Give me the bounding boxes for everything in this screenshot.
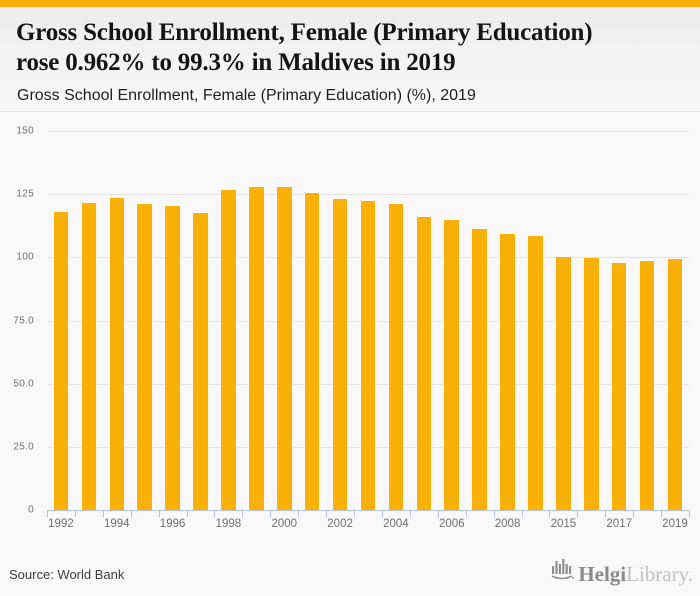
chart-footer: Source: World Bank HelgiLibrary.: [0, 540, 700, 596]
logo-text-secondary: Library.: [626, 562, 693, 586]
bar-2009: [528, 236, 543, 510]
x-tick-label-2000: 2000: [271, 518, 298, 530]
y-tick-label-25.0: 25.0: [13, 441, 34, 453]
x-axis-tick: [577, 510, 579, 517]
x-axis-tick: [409, 510, 411, 517]
x-tick-label-2015: 2015: [550, 518, 577, 530]
bar-1992: [53, 211, 69, 510]
bar-1997: [193, 213, 208, 510]
x-axis-line: [47, 510, 690, 511]
bar-2017: [611, 262, 627, 510]
bar-2015: [556, 257, 571, 510]
x-axis-tick: [158, 510, 160, 517]
x-axis-tick: [130, 510, 132, 517]
x-axis-tick: [381, 510, 383, 517]
bar-1999: [249, 187, 264, 510]
x-axis-tick: [661, 510, 663, 517]
y-tick-label-150: 150: [16, 125, 34, 137]
bar-1994: [109, 197, 125, 510]
chart-area: 150 125 100 75.0 50.0 25.0 0 1992 1994 1996 1998 2…: [0, 112, 700, 540]
bar-2007: [472, 229, 487, 510]
chart-title: Gross School Enrollment, Female (Primary…: [16, 18, 700, 78]
x-tick-label-2019: 2019: [662, 518, 688, 530]
bar-2016: [584, 258, 599, 510]
chart-title-line-2: rose 0.962% to 99.3% in Maldives in 2019: [16, 49, 456, 76]
chart-header: Gross School Enrollment, Female (Primary…: [0, 7, 700, 112]
bar-2006: [444, 220, 459, 510]
y-tick-label-75.0: 75.0: [13, 315, 34, 326]
x-axis-tick: [549, 510, 551, 517]
x-axis-tick: [298, 510, 300, 517]
x-axis-tick: [605, 510, 607, 517]
x-tick-label-2002: 2002: [327, 518, 353, 530]
bar-2000: [277, 187, 292, 510]
bar-2018: [639, 261, 655, 510]
bar-2019: [667, 259, 683, 510]
helgi-library-logo: HelgiLibrary.: [551, 556, 693, 587]
x-axis-labels: 1992 1994 1996 1998 2000 2002 2004 2006 2008 2015…: [47, 518, 689, 538]
gridline-125: [48, 194, 689, 196]
x-tick-label-1996: 1996: [159, 518, 186, 530]
x-axis-tick: [354, 510, 356, 517]
x-tick-label-1994: 1994: [103, 518, 130, 530]
bar-1993: [81, 203, 97, 510]
logo-text-primary: Helgi: [578, 562, 627, 586]
bar-2008: [500, 234, 515, 510]
x-axis-tick: [633, 510, 635, 517]
source-note: Source: World Bank: [9, 567, 125, 582]
plot-area: [47, 131, 689, 510]
x-axis-tick: [186, 510, 188, 517]
bar-2004: [388, 203, 404, 510]
x-axis-tick: [465, 510, 467, 517]
y-tick-label-125: 125: [16, 188, 34, 200]
bar-2002: [332, 199, 348, 510]
x-tick-label-2006: 2006: [438, 518, 465, 530]
y-axis-labels: 150 125 100 75.0 50.0 25.0 0: [0, 112, 34, 540]
logo-wordmark: HelgiLibrary.: [578, 562, 693, 587]
y-tick-label-50.0: 50.0: [13, 378, 34, 390]
x-axis-tick: [326, 510, 328, 517]
x-axis-tick: [214, 510, 216, 517]
bar-1995: [137, 204, 152, 510]
x-axis-tick: [242, 510, 244, 517]
y-tick-label-100: 100: [16, 251, 34, 263]
bar-2001: [304, 192, 320, 510]
x-axis-tick: [102, 510, 104, 517]
bar-chart-skyline-icon: [551, 556, 575, 586]
chart-title-line-1: Gross School Enrollment, Female (Primary…: [16, 19, 593, 46]
x-axis-tick: [521, 510, 523, 517]
x-axis-tick: [270, 510, 272, 517]
x-axis-tick: [437, 510, 439, 517]
bar-2003: [360, 201, 376, 510]
y-tick-label-0: 0: [28, 504, 34, 516]
gridline-150: [48, 131, 689, 132]
x-tick-label-2008: 2008: [494, 518, 521, 530]
chart-subtitle: Gross School Enrollment, Female (Primary…: [17, 87, 476, 104]
x-axis-tick: [493, 510, 495, 517]
x-tick-label-1992: 1992: [48, 518, 74, 530]
bar-2005: [416, 217, 432, 510]
x-axis-tick: [689, 510, 690, 517]
x-axis-tick: [74, 510, 76, 517]
accent-top-bar: [0, 0, 700, 7]
bar-1996: [165, 205, 180, 510]
bar-1998: [221, 190, 236, 510]
x-axis-tick: [47, 510, 48, 517]
x-tick-label-2017: 2017: [606, 518, 632, 530]
x-tick-label-1998: 1998: [215, 518, 242, 530]
x-tick-label-2004: 2004: [383, 518, 409, 530]
x-axis-ticks: [47, 510, 690, 517]
